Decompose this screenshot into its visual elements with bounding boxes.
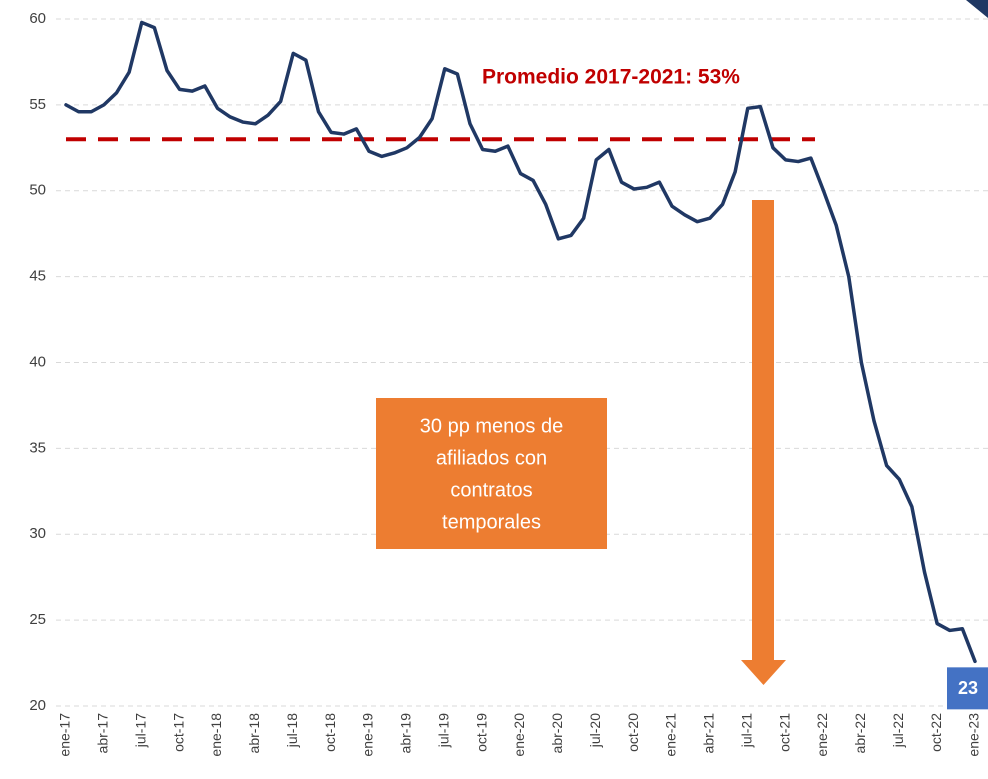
annotation-text: temporales	[442, 511, 541, 533]
x-tick-label: jul-18	[284, 713, 300, 748]
y-tick-label: 50	[29, 182, 46, 199]
arrow-shaft	[752, 200, 774, 662]
data-label-box	[947, 667, 988, 710]
x-tick-label: ene-18	[208, 713, 224, 757]
y-tick-label: 60	[29, 10, 46, 27]
x-tick-label: oct-21	[776, 713, 792, 752]
x-tick-label: abr-19	[398, 713, 414, 754]
y-tick-label: 25	[29, 611, 46, 628]
x-tick-label: abr-22	[852, 713, 868, 754]
x-tick-label: oct-18	[322, 713, 338, 752]
x-tick-label: jul-20	[587, 713, 603, 748]
y-tick-label: 55	[29, 96, 46, 113]
x-tick-label: oct-22	[928, 713, 944, 752]
x-tick-label: jul-21	[738, 713, 754, 748]
x-tick-label: oct-20	[625, 713, 641, 752]
annotation-text: afiliados con	[436, 447, 547, 469]
x-tick-label: ene-19	[360, 713, 376, 757]
y-tick-label: 20	[29, 697, 46, 714]
annotation-text: contratos	[450, 479, 532, 501]
y-tick-label: 35	[29, 439, 46, 456]
x-tick-label: ene-20	[511, 713, 527, 757]
y-tick-label: 40	[29, 353, 46, 370]
x-tick-label: abr-17	[95, 713, 111, 754]
x-tick-label: oct-19	[473, 713, 489, 752]
x-tick-label: abr-20	[549, 713, 565, 754]
x-tick-label: abr-21	[701, 713, 717, 754]
reference-label: Promedio 2017-2021: 53%	[482, 66, 740, 89]
x-tick-label: ene-17	[57, 713, 73, 757]
x-tick-label: ene-22	[814, 713, 830, 757]
line-series	[64, 20, 977, 664]
x-tick-label: jul-17	[132, 713, 148, 748]
x-tick-label: jul-19	[435, 713, 451, 748]
annotation-text: 30 pp menos de	[420, 415, 563, 437]
annotation-box	[376, 398, 607, 549]
y-tick-label: 30	[29, 525, 46, 542]
x-tick-label: jul-22	[890, 713, 906, 748]
y-tick-label: 45	[29, 268, 46, 285]
x-tick-label: oct-17	[170, 713, 186, 752]
x-tick-label: ene-21	[663, 713, 679, 757]
arrow-head	[741, 660, 786, 685]
x-tick-label: ene-23	[966, 713, 982, 757]
corner-decoration	[966, 0, 988, 18]
data-label: 23	[958, 678, 978, 698]
x-tick-label: abr-18	[246, 713, 262, 754]
